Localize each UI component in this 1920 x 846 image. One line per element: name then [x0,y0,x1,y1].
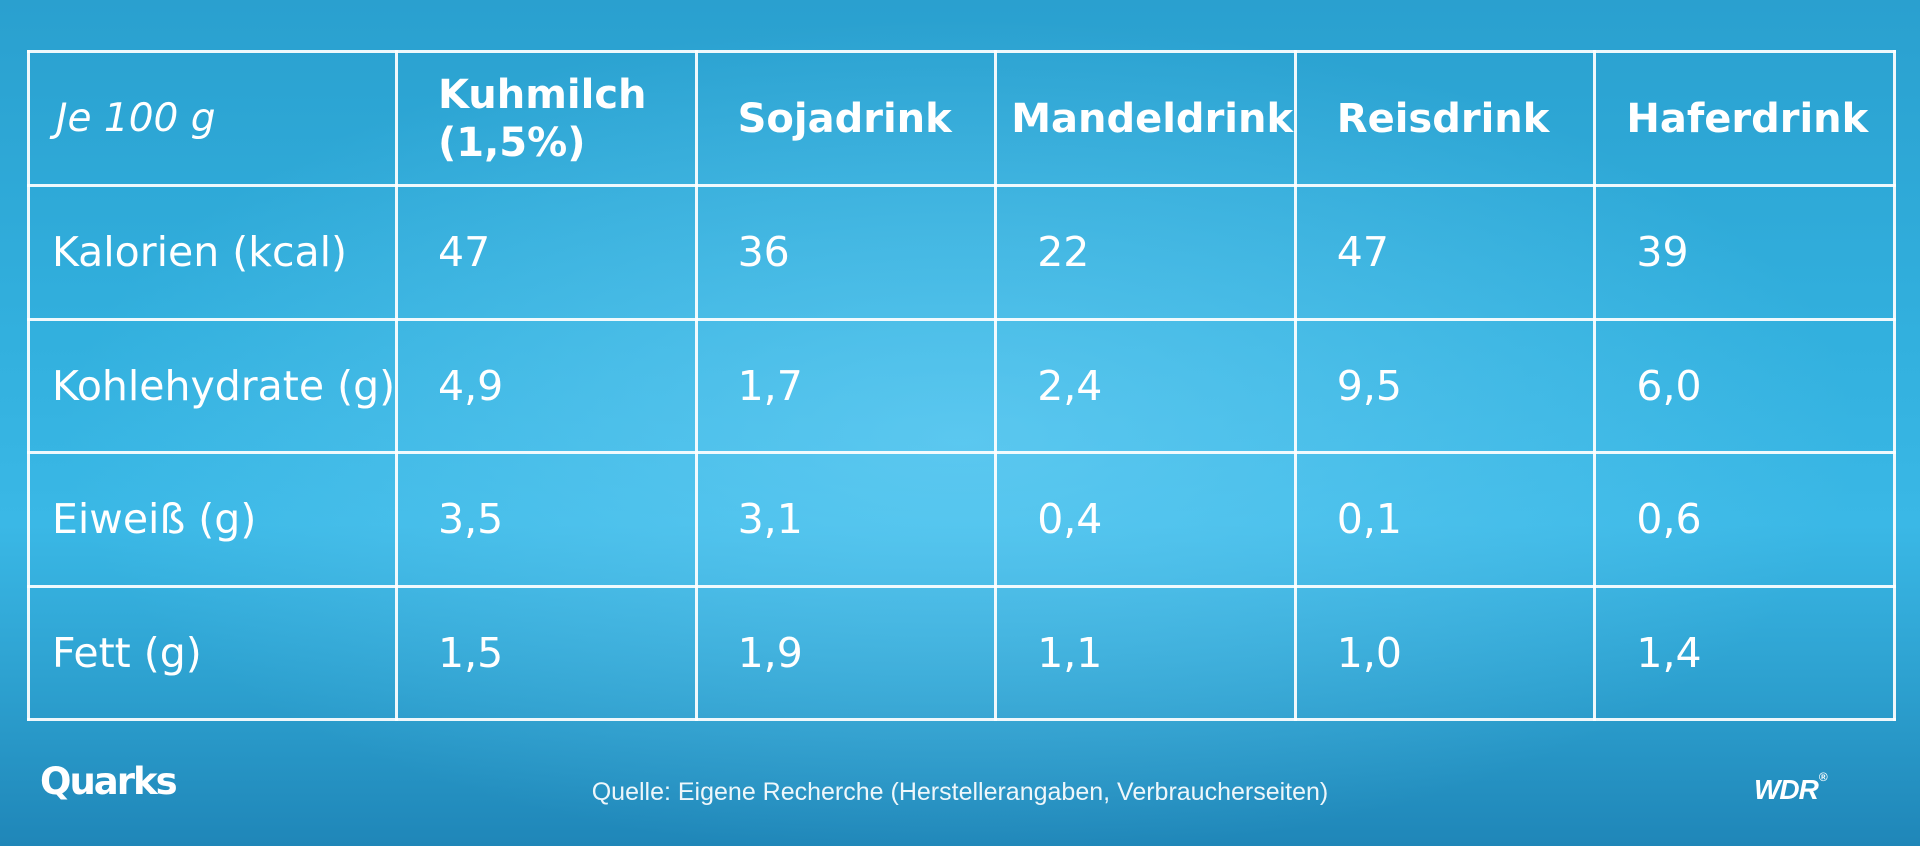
table-row: Kohlehydrate (g) 4,9 1,7 2,4 9,5 6,0 [27,317,1896,454]
table-cell: 0,6 [1593,451,1896,588]
row-label-kalorien: Kalorien (kcal) [27,184,398,321]
column-header-reisdrink: Reisdrink [1293,50,1597,187]
table-cell: 1,9 [694,584,998,721]
row-label-fett: Fett (g) [27,584,398,721]
table-cell: 1,7 [694,317,998,454]
table-cell: 3,1 [694,451,998,588]
table-cell: 1,5 [395,584,698,721]
table-header-row: Je 100 g Kuhmilch (1,5%) Sojadrink Mande… [27,50,1896,187]
table-cell: 0,1 [1293,451,1597,588]
table-cell: 4,9 [395,317,698,454]
table-cell: 47 [395,184,698,321]
table-cell: 0,4 [994,451,1297,588]
column-header-mandeldrink: Mandeldrink [994,50,1297,187]
source-note: Quelle: Eigene Recherche (Herstelleranga… [591,778,1329,806]
corner-label: Je 100 g [27,50,398,187]
table-cell: 1,0 [1293,584,1597,721]
table-row: Eiweiß (g) 3,5 3,1 0,4 0,1 0,6 [27,451,1896,588]
wdr-logo-text: WDR [1754,774,1819,805]
column-header-kuhmilch: Kuhmilch (1,5%) [395,50,698,187]
table-cell: 9,5 [1293,317,1597,454]
table-cell: 3,5 [395,451,698,588]
table-cell: 39 [1593,184,1896,321]
registered-mark: ® [1818,770,1828,784]
table-cell: 2,4 [994,317,1297,454]
table-row: Kalorien (kcal) 47 36 22 47 39 [27,184,1896,321]
nutrition-table: Je 100 g Kuhmilch (1,5%) Sojadrink Mande… [27,50,1896,721]
table-row: Fett (g) 1,5 1,9 1,1 1,0 1,4 [27,584,1896,721]
table-cell: 22 [994,184,1297,321]
quarks-logo: Quarks [40,760,178,803]
row-label-kohlehydrate: Kohlehydrate (g) [27,317,398,454]
column-header-haferdrink: Haferdrink [1593,50,1896,187]
table-cell: 47 [1293,184,1597,321]
table-cell: 6,0 [1593,317,1896,454]
table-cell: 1,4 [1593,584,1896,721]
row-label-eiweiss: Eiweiß (g) [27,451,398,588]
wdr-logo: WDR® [1754,770,1828,806]
column-header-sojadrink: Sojadrink [694,50,998,187]
table-cell: 36 [694,184,998,321]
table-cell: 1,1 [994,584,1297,721]
